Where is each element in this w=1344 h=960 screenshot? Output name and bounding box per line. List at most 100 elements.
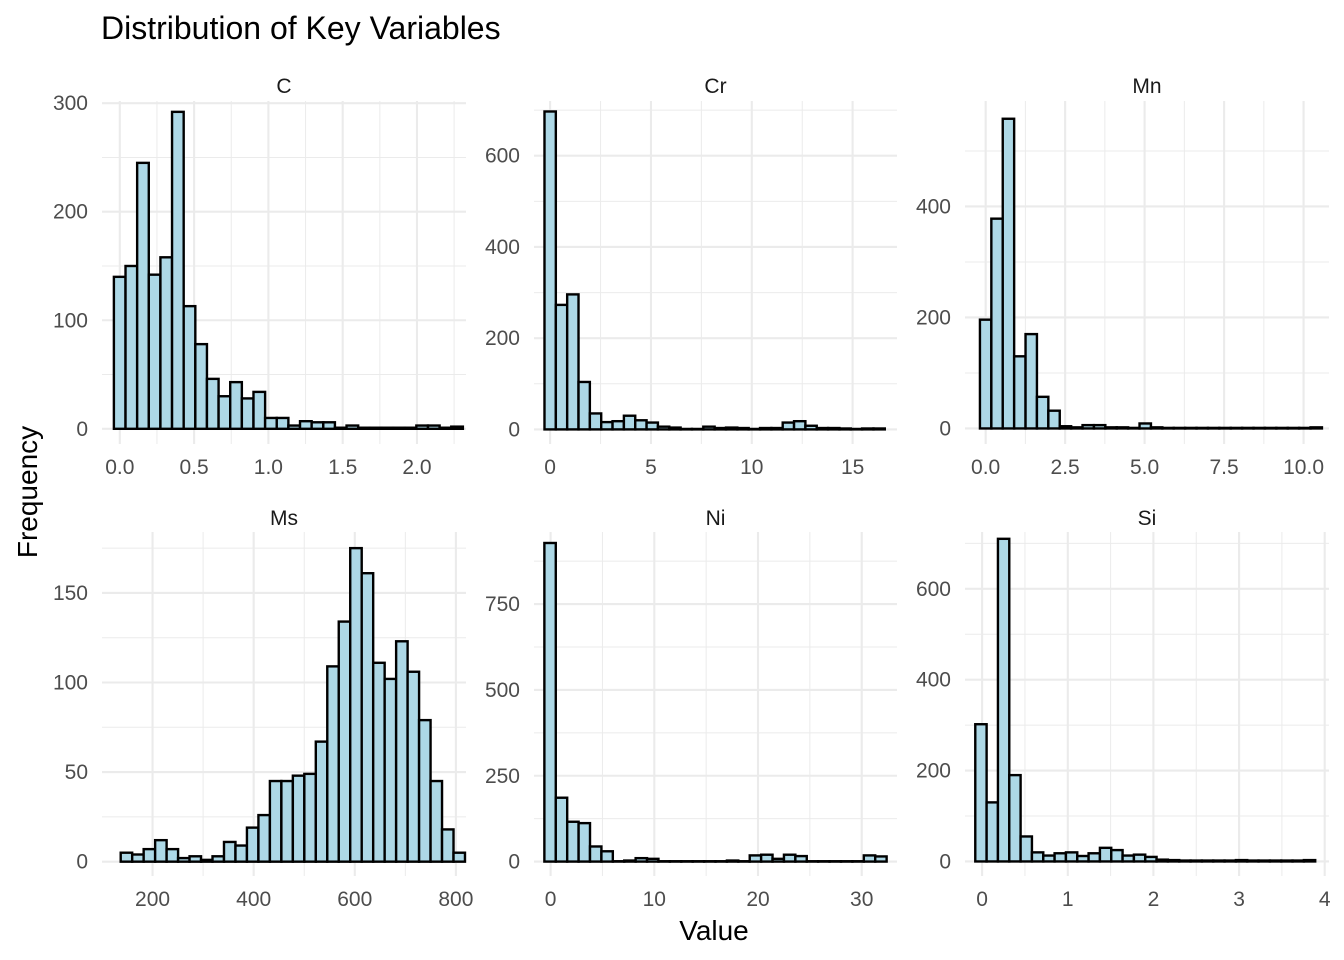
histogram-bar	[440, 828, 455, 863]
y-tick-label: 600	[916, 578, 951, 601]
histogram-bar	[1149, 426, 1164, 430]
histogram-bar	[1069, 426, 1084, 430]
histogram-bar	[872, 427, 886, 431]
facet-label-ms: Ms	[270, 507, 298, 530]
histogram-bar	[713, 426, 728, 431]
histogram-bar	[222, 840, 237, 863]
histogram-bar	[1178, 859, 1192, 863]
histogram-bar	[1030, 851, 1045, 863]
histogram-bar	[142, 847, 157, 863]
histogram-bar	[758, 426, 773, 431]
histogram-bar	[543, 541, 557, 863]
histogram-bar	[543, 110, 558, 431]
histogram-bar	[1161, 426, 1175, 430]
histogram-bar	[600, 420, 614, 431]
y-tick-label: 150	[53, 582, 88, 605]
histogram-bar	[588, 845, 603, 863]
x-tick-label: 200	[135, 888, 170, 911]
histogram-bar	[1064, 851, 1079, 863]
histogram-bar	[1268, 859, 1283, 863]
panel-mn: Mn 0.0 2.5 5.0 7.5 10.0 0 200 400	[916, 75, 1329, 479]
x-tick-label: 400	[236, 888, 271, 911]
histogram-bar	[194, 342, 209, 431]
histogram-bar	[1183, 426, 1198, 430]
x-tick-label: 600	[337, 888, 372, 911]
histogram-bar	[611, 419, 626, 431]
histogram-bar	[577, 380, 592, 431]
y-tick-label: 200	[485, 327, 520, 350]
histogram-bar	[1115, 426, 1130, 430]
histogram-bar	[153, 838, 168, 863]
panel-ms: Ms 200 400 600 800 0 50 100 150	[53, 507, 473, 911]
y-tick-label: 0	[939, 850, 951, 873]
histogram-bar	[588, 412, 603, 431]
histogram-bar	[1121, 854, 1136, 863]
histogram-bar	[205, 377, 220, 431]
histogram-bar	[1144, 855, 1158, 863]
histogram-bar	[438, 426, 453, 431]
histogram-bar	[135, 161, 150, 431]
histogram-bar	[1275, 426, 1289, 430]
histogram-bar	[234, 844, 249, 863]
histogram-bar	[263, 416, 278, 431]
histogram-bar	[182, 304, 197, 431]
histogram-bar	[391, 426, 406, 431]
histogram-bar	[1252, 426, 1267, 430]
histogram-bar	[345, 424, 360, 431]
y-tick-label: 400	[916, 669, 951, 692]
histogram-bar	[337, 620, 352, 863]
histogram-bar	[565, 820, 580, 863]
histogram-bar	[1155, 858, 1170, 863]
histogram-bar	[1240, 426, 1255, 430]
histogram-bar	[656, 425, 671, 431]
histogram-bar	[725, 859, 740, 863]
histogram-bar	[645, 857, 660, 863]
histogram-bar	[415, 424, 430, 431]
histogram-bar	[781, 421, 796, 431]
histogram-bar	[815, 426, 830, 431]
histogram-bar	[974, 723, 988, 863]
x-tick-label: 2.5	[1051, 456, 1080, 479]
y-axis-title: Frequency	[12, 426, 43, 558]
histogram-bar	[326, 665, 340, 863]
histogram-bar	[1019, 835, 1034, 863]
y-tick-label: 200	[916, 760, 951, 783]
chart-title: Distribution of Key Variables	[101, 10, 501, 46]
histogram-bar	[1302, 858, 1317, 863]
y-tick-label: 100	[53, 672, 88, 695]
histogram-bar	[298, 420, 313, 431]
histogram-bar	[1291, 859, 1306, 863]
histogram-bar	[1286, 426, 1301, 430]
histogram-bar	[634, 419, 648, 431]
histogram-bar	[360, 572, 375, 863]
histogram-bar	[724, 426, 739, 431]
x-tick-label: 2.0	[402, 456, 431, 479]
histogram-bar	[406, 670, 421, 863]
y-tick-label: 300	[53, 92, 88, 115]
histogram-bar	[996, 537, 1011, 863]
histogram-bar	[860, 427, 875, 431]
histogram-bar	[229, 380, 244, 431]
x-tick-label: 0	[976, 888, 988, 911]
panel-si: Si 0 1 2 3 4 0 200 400 600	[916, 507, 1331, 911]
histogram-bar	[1132, 853, 1147, 863]
histogram-bar	[188, 855, 203, 863]
histogram-bar	[1126, 426, 1141, 430]
histogram-bar	[403, 426, 418, 431]
histogram-bar	[782, 853, 797, 863]
histogram-bar	[874, 855, 888, 863]
histogram-bar	[771, 857, 786, 863]
histogram-bar	[303, 772, 317, 863]
histogram-bar	[124, 264, 139, 431]
facet-label-si: Si	[1138, 507, 1157, 530]
x-tick-label: 0.0	[971, 456, 1000, 479]
histogram-bar	[622, 414, 637, 431]
histogram-bar	[1076, 854, 1090, 863]
histogram-bar	[826, 426, 841, 431]
facet-label-c: C	[276, 75, 291, 98]
histogram-bar	[450, 425, 465, 431]
histogram-bar	[1087, 852, 1102, 863]
histogram-bar	[112, 275, 127, 431]
histogram-bar	[623, 859, 637, 863]
y-tick-label: 400	[485, 236, 520, 259]
